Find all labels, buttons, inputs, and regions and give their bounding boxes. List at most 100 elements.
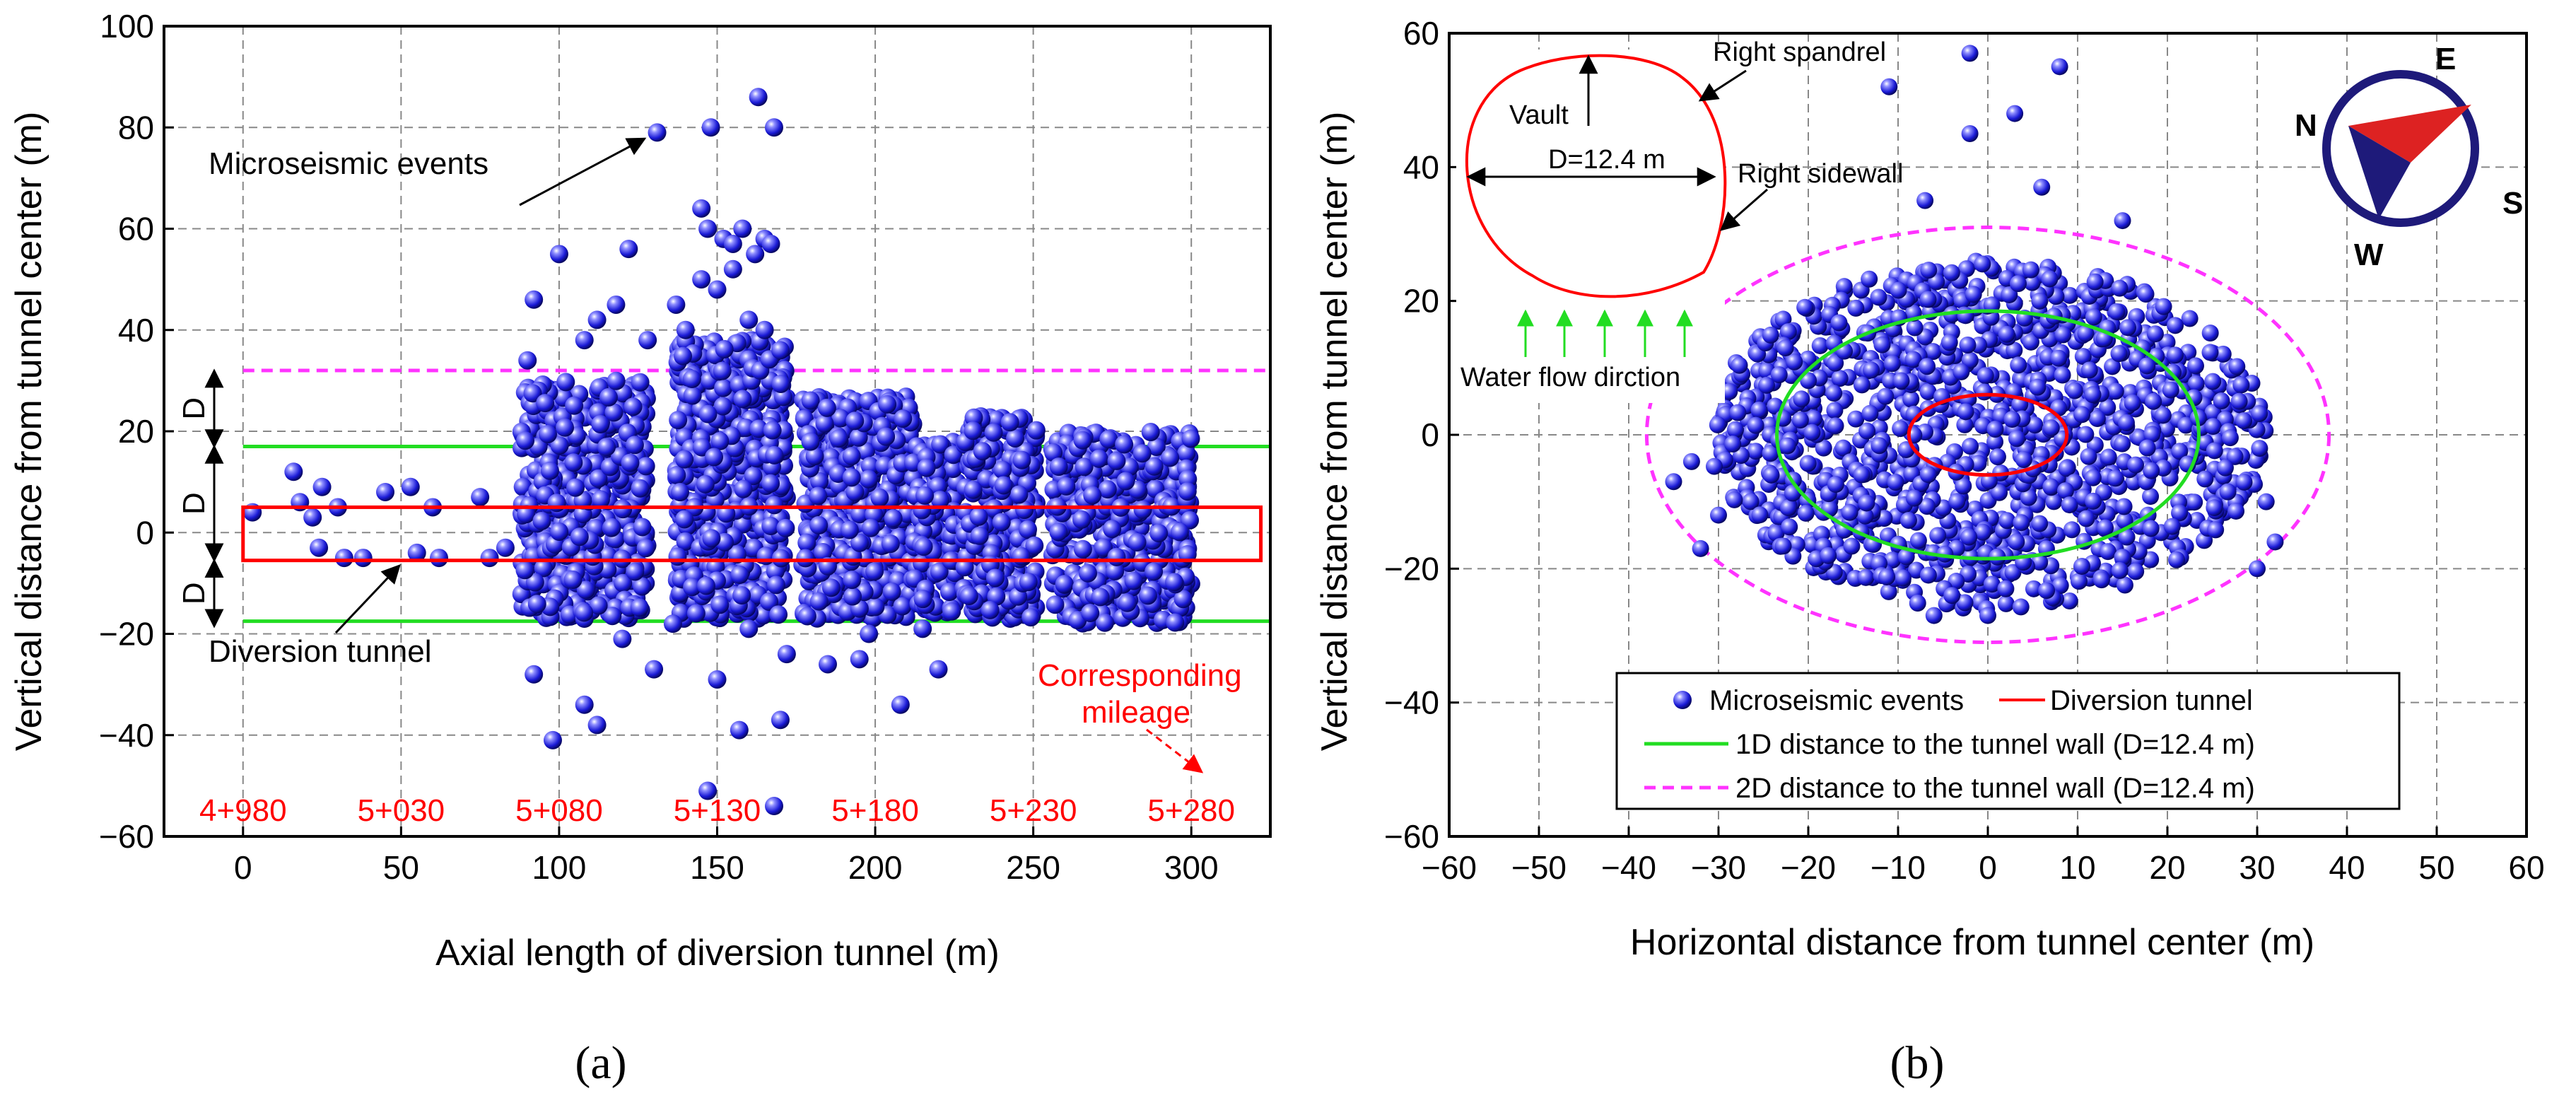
event-point	[760, 592, 779, 611]
event-point	[515, 561, 534, 580]
event-point	[2114, 212, 2131, 230]
event-point	[713, 361, 732, 380]
event-point	[1161, 448, 1180, 467]
panel-a-y-axis-label: Vertical distance from tunnel center (m)	[8, 112, 49, 752]
event-point	[2008, 533, 2025, 551]
event-point	[1770, 366, 1788, 384]
event-point	[1709, 416, 1726, 433]
event-point	[801, 432, 820, 451]
event-point	[683, 578, 702, 597]
event-point	[2142, 520, 2160, 537]
event-point	[714, 378, 733, 397]
event-point	[701, 118, 720, 137]
event-point	[2235, 473, 2253, 491]
event-point	[407, 543, 426, 562]
event-point	[817, 398, 836, 417]
event-point	[850, 505, 870, 524]
event-point	[599, 387, 618, 407]
event-point	[1835, 278, 1853, 296]
event-point	[2073, 406, 2091, 424]
x-tick-label: 200	[848, 849, 903, 886]
event-point	[2116, 512, 2133, 530]
event-point	[517, 505, 536, 524]
event-point	[964, 421, 983, 440]
event-point	[1948, 493, 1966, 510]
event-point	[2206, 442, 2223, 460]
compass-s: S	[2502, 186, 2523, 221]
diversion-tunnel-annotation: Diversion tunnel	[209, 634, 432, 669]
event-point	[1861, 404, 1879, 422]
d-label-2: D	[177, 492, 211, 515]
event-point	[915, 486, 935, 505]
event-point	[849, 428, 868, 447]
compass-e: E	[2435, 42, 2456, 76]
event-point	[1762, 326, 1779, 344]
event-point	[1094, 538, 1113, 557]
event-point	[631, 373, 650, 392]
right-spandrel-arrow	[1698, 69, 1747, 102]
event-point	[2216, 459, 2234, 477]
event-point	[2235, 411, 2253, 429]
event-point	[1165, 573, 1184, 592]
event-point	[2227, 502, 2245, 520]
event-point	[1957, 403, 1974, 421]
event-point	[613, 629, 632, 648]
event-point	[536, 394, 555, 413]
event-point	[2015, 451, 2032, 469]
y-tick-label: 40	[1403, 148, 1439, 185]
event-point	[2116, 576, 2133, 594]
event-point	[607, 295, 626, 314]
event-point	[1726, 491, 1743, 508]
event-point	[1856, 507, 1874, 525]
event-point	[1116, 472, 1135, 491]
event-point	[589, 469, 608, 488]
event-point	[2142, 488, 2160, 506]
event-point	[730, 720, 749, 740]
event-point	[1149, 524, 1169, 543]
event-point	[865, 562, 884, 581]
event-point	[682, 370, 701, 389]
x-tick-label: −20	[1781, 849, 1836, 886]
y-tick-label: 20	[1403, 283, 1439, 320]
event-point	[1758, 376, 1776, 394]
event-point	[1124, 571, 1143, 590]
event-point	[1144, 457, 1164, 476]
event-point	[2061, 496, 2078, 514]
event-point	[931, 435, 950, 454]
mileage-label: 5+280	[1147, 793, 1235, 828]
y-tick-label: 60	[1403, 15, 1439, 52]
event-point	[964, 480, 983, 499]
event-point	[994, 476, 1013, 495]
panel-a: 04+980505+0301005+0801505+1302005+180250…	[8, 8, 1272, 1089]
event-point	[2058, 460, 2076, 477]
event-point	[1974, 523, 1991, 541]
event-point	[2022, 333, 2039, 351]
event-point	[2118, 528, 2136, 546]
event-point	[969, 507, 988, 526]
event-point	[845, 482, 865, 501]
event-point	[2085, 492, 2102, 510]
legend-events-label: Microseismic events	[1709, 685, 1964, 716]
event-point	[913, 501, 932, 520]
event-point	[496, 538, 515, 557]
event-point	[809, 592, 829, 611]
event-point	[614, 500, 633, 519]
event-point	[1894, 569, 1911, 587]
legend-2d-label: 2D distance to the tunnel wall (D=12.4 m…	[1735, 773, 2255, 804]
event-point	[2214, 345, 2232, 363]
event-point	[1974, 255, 1991, 273]
event-point	[2023, 274, 2041, 291]
event-point	[1791, 411, 1809, 429]
y-tick-label: 20	[118, 413, 154, 450]
event-point	[1877, 387, 1895, 405]
event-point	[1098, 480, 1117, 499]
event-point	[771, 341, 790, 360]
event-point	[2031, 554, 2049, 571]
event-point	[2104, 358, 2121, 375]
event-point	[859, 469, 878, 489]
event-point	[625, 436, 644, 455]
event-point	[669, 411, 688, 430]
event-point	[1099, 430, 1118, 449]
event-point	[1827, 476, 1844, 493]
event-point	[708, 280, 727, 299]
